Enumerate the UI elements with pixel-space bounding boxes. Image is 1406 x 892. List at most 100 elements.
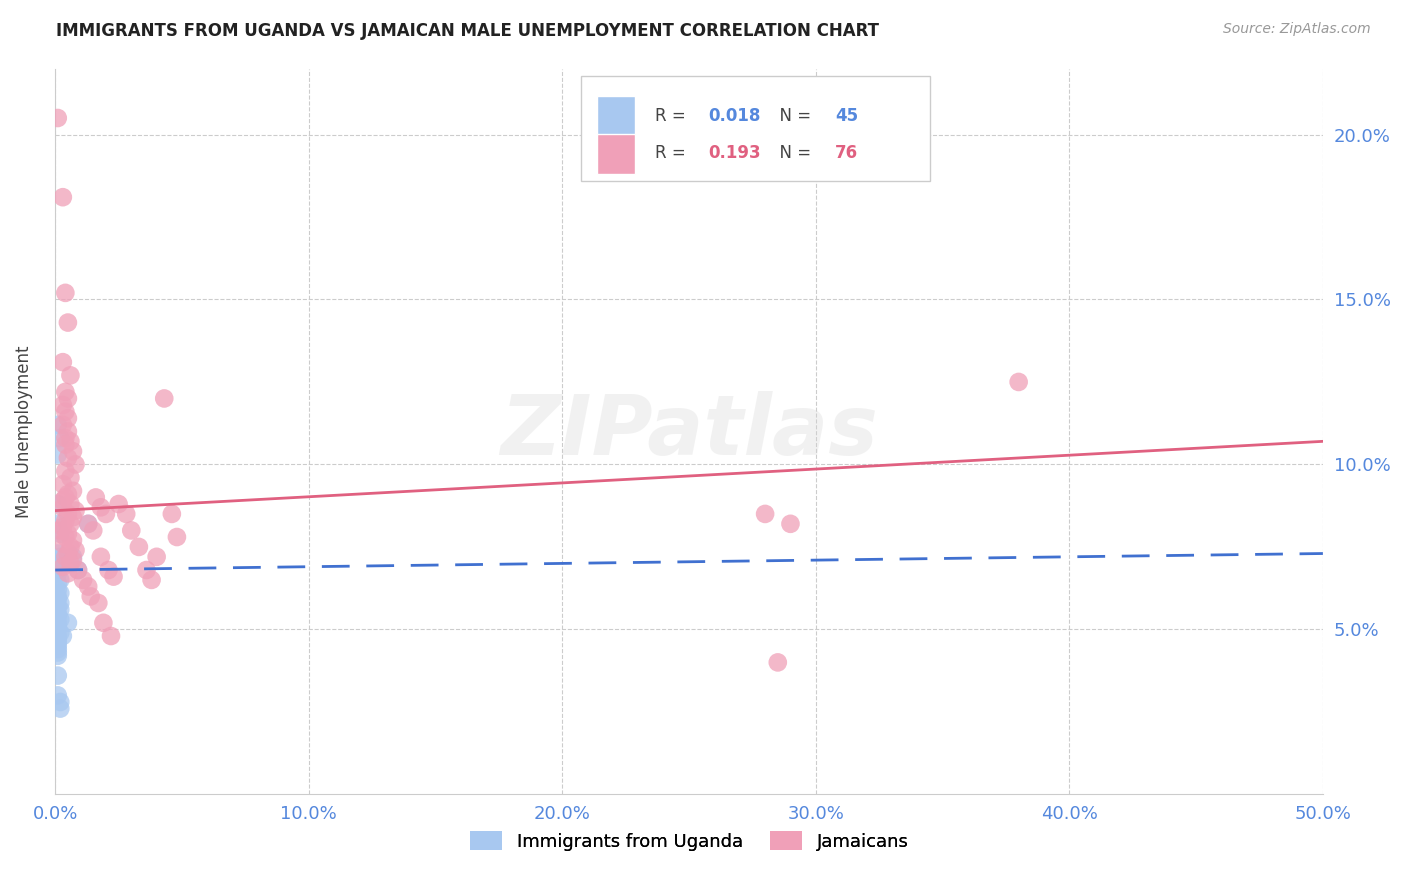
Point <box>52 190 75 204</box>
Point <box>46 629 69 643</box>
Point <box>128 540 150 554</box>
Point <box>46 448 69 462</box>
Point <box>53 549 76 564</box>
Point <box>97 563 120 577</box>
Point <box>46 592 69 607</box>
Point <box>53 437 76 451</box>
Point <box>56 566 79 581</box>
Text: 0.193: 0.193 <box>709 145 761 162</box>
Point <box>141 573 163 587</box>
Point <box>56 450 79 465</box>
Point <box>107 497 129 511</box>
Point <box>65 458 87 472</box>
Point <box>49 596 72 610</box>
Point <box>56 316 79 330</box>
Point <box>46 606 69 620</box>
Text: 0.018: 0.018 <box>709 107 761 125</box>
Point <box>67 563 90 577</box>
Point <box>46 619 69 633</box>
Point <box>87 596 110 610</box>
Point <box>90 500 112 515</box>
Point <box>62 483 84 498</box>
Point <box>49 613 72 627</box>
Point <box>46 609 69 624</box>
Point <box>77 580 100 594</box>
Text: N =: N = <box>769 145 817 162</box>
Point <box>754 507 776 521</box>
Text: ZIPatlas: ZIPatlas <box>501 391 877 472</box>
Point <box>52 417 75 432</box>
Text: Source: ZipAtlas.com: Source: ZipAtlas.com <box>1223 22 1371 37</box>
Point <box>56 487 79 501</box>
Point <box>46 566 69 581</box>
Y-axis label: Male Unemployment: Male Unemployment <box>15 345 32 517</box>
FancyBboxPatch shape <box>581 76 929 181</box>
Point <box>59 516 82 531</box>
Point <box>46 516 69 531</box>
Point <box>49 625 72 640</box>
Point <box>65 503 87 517</box>
Point <box>145 549 167 564</box>
Point <box>52 520 75 534</box>
Point <box>77 516 100 531</box>
Point <box>53 384 76 399</box>
Point <box>46 668 69 682</box>
Point <box>52 355 75 369</box>
Point <box>59 434 82 449</box>
Point <box>49 695 72 709</box>
Point <box>59 368 82 383</box>
Point <box>80 590 103 604</box>
Text: R =: R = <box>655 107 690 125</box>
Point <box>46 111 69 125</box>
Point <box>52 536 75 550</box>
Point <box>62 510 84 524</box>
Text: 76: 76 <box>835 145 858 162</box>
Point <box>52 398 75 412</box>
Point <box>115 507 138 521</box>
Point <box>62 533 84 548</box>
Point <box>135 563 157 577</box>
Point <box>53 464 76 478</box>
Text: R =: R = <box>655 145 690 162</box>
Point <box>46 689 69 703</box>
Point <box>46 599 69 614</box>
Point <box>59 540 82 554</box>
Point <box>59 497 82 511</box>
Point <box>49 573 72 587</box>
Point <box>46 497 69 511</box>
Point <box>49 526 72 541</box>
Point <box>56 425 79 439</box>
Point <box>49 586 72 600</box>
Point <box>90 549 112 564</box>
Point <box>46 635 69 649</box>
Point <box>62 549 84 564</box>
Point <box>46 646 69 660</box>
Legend: Immigrants from Uganda, Jamaicans: Immigrants from Uganda, Jamaicans <box>463 824 915 858</box>
FancyBboxPatch shape <box>596 96 634 136</box>
FancyBboxPatch shape <box>596 134 634 174</box>
Point <box>53 285 76 300</box>
Point <box>779 516 801 531</box>
Point <box>52 559 75 574</box>
Point <box>52 500 75 515</box>
Point <box>46 623 69 637</box>
Point <box>59 557 82 571</box>
Point <box>94 507 117 521</box>
Point <box>56 547 79 561</box>
Point <box>46 547 69 561</box>
Point <box>53 514 76 528</box>
Point <box>153 392 176 406</box>
Point <box>46 615 69 630</box>
Point <box>766 656 789 670</box>
Point <box>46 590 69 604</box>
Point <box>46 582 69 597</box>
Point <box>59 470 82 484</box>
Point <box>46 553 69 567</box>
Point <box>62 553 84 567</box>
Point <box>49 431 72 445</box>
Point <box>65 543 87 558</box>
Point <box>53 404 76 418</box>
Point <box>120 524 142 538</box>
Point <box>46 563 69 577</box>
Text: 45: 45 <box>835 107 858 125</box>
